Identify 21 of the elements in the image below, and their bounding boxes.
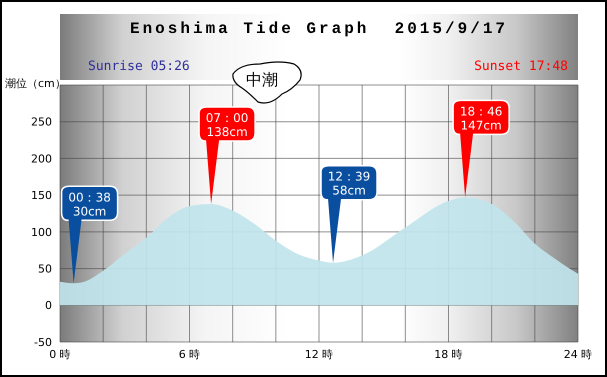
y-tick-label: 0	[45, 299, 52, 312]
y-tick-label: 150	[31, 189, 52, 202]
x-tick-label: 0 時	[49, 348, 71, 361]
annotation: 12：39 58cm	[328, 170, 370, 198]
y-tick-label: 50	[38, 262, 52, 276]
annotation: 07：00 138cm	[206, 110, 248, 139]
y-tick-label: 250	[31, 116, 52, 129]
text: Sunrise 05:26	[88, 59, 190, 74]
annotation: 中潮	[246, 70, 278, 91]
chart-title: Enoshima Tide Graph 2015/9/17	[128, 20, 510, 38]
y-tick-label: -50	[34, 336, 52, 349]
annotation: 00：38 30cm	[68, 190, 111, 218]
y-tick-label: 100	[31, 226, 52, 239]
x-tick-label: 24 時	[564, 348, 592, 361]
y-axis-title: 潮位（cm）	[5, 76, 66, 91]
y-tick-label: 200	[31, 152, 52, 166]
x-tick-label: 6 時	[178, 348, 200, 361]
x-tick-label: 18 時	[434, 348, 463, 361]
text: Sunset 17:48	[474, 59, 568, 74]
annotation: 18：46 147cm	[460, 104, 502, 132]
x-tick-label: 12 時	[304, 348, 334, 361]
